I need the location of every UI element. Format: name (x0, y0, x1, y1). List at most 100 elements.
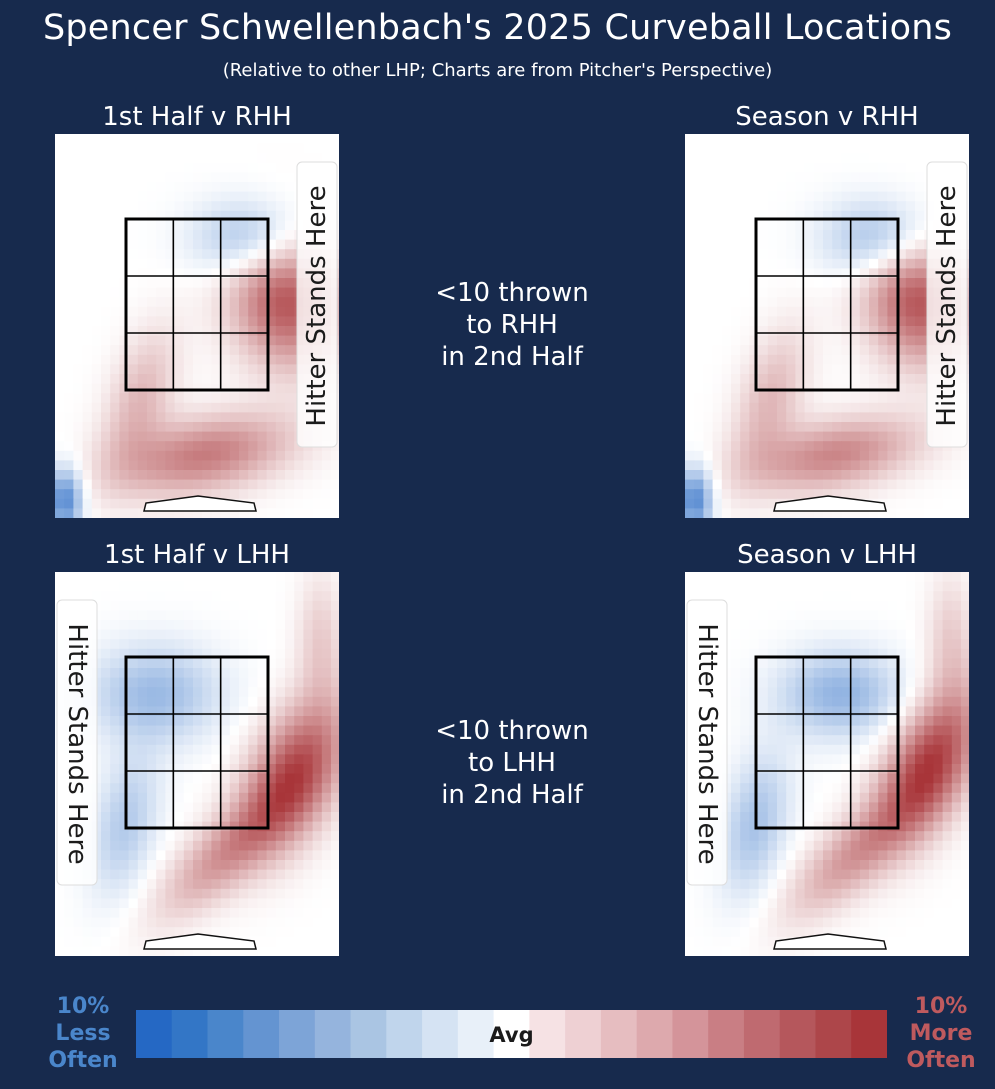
heatmap-cell (220, 888, 231, 899)
heatmap-cell (110, 572, 120, 583)
heatmap-cell (869, 220, 879, 231)
heatmap-cell (202, 677, 212, 688)
heatmap-cell (878, 591, 888, 602)
heatmap-cell (248, 479, 258, 490)
heatmap-cell (312, 143, 323, 154)
heatmap-cell (229, 460, 240, 471)
heatmap-cell (869, 335, 879, 346)
heatmap-cell (294, 134, 304, 145)
heatmap-cell (174, 268, 185, 279)
heatmap-cell (312, 687, 323, 698)
heatmap-cell (248, 572, 258, 583)
heatmap-cell (147, 402, 157, 413)
heatmap-cell (91, 172, 102, 183)
heatmap-cell (321, 460, 332, 471)
heatmap-cell (183, 908, 194, 919)
heatmap-cell (165, 648, 176, 659)
heatmap-cell (266, 249, 277, 260)
heatmap-cell (266, 620, 277, 631)
heatmap-cell (294, 470, 304, 481)
heatmap-cell (915, 134, 925, 145)
heatmap-cell (841, 364, 852, 375)
heatmap-cell (183, 402, 194, 413)
heatmap-cell (257, 393, 268, 404)
heatmap-cell (859, 345, 870, 356)
heatmap-cell (128, 316, 139, 327)
heatmap-cell (257, 706, 268, 717)
heatmap-cell (712, 220, 723, 231)
heatmap-cell (942, 908, 953, 919)
heatmap-cell (82, 460, 93, 471)
heatmap-cell (220, 687, 231, 698)
heatmap-cell (248, 869, 258, 880)
heatmap-cell (110, 326, 120, 337)
heatmap-cell (933, 600, 944, 611)
heatmap-cell (174, 927, 185, 938)
heatmap-cell (101, 908, 111, 919)
heatmap-cell (740, 725, 750, 736)
heatmap-cell (859, 610, 870, 621)
heatmap-cell (331, 620, 339, 631)
heatmap-cell (832, 879, 842, 890)
heatmap-cell (137, 182, 148, 193)
heatmap-cell (694, 316, 704, 327)
heatmap-cell (285, 706, 295, 717)
heatmap-cell (202, 489, 212, 500)
heatmap-cell (915, 658, 925, 669)
heatmap-cell (749, 345, 760, 356)
heatmap-cell (275, 441, 286, 452)
heatmap-cell (266, 581, 277, 592)
heatmap-cell (119, 735, 130, 746)
heatmap-cell (878, 182, 888, 193)
heatmap-cell (64, 898, 74, 909)
heatmap-cell (137, 860, 148, 871)
heatmap-cell (915, 725, 925, 736)
heatmap-cell (147, 744, 157, 755)
heatmap-cell (795, 840, 806, 851)
home-plate-icon (773, 495, 887, 512)
heatmap-cell (850, 917, 861, 928)
heatmap-cell (229, 591, 240, 602)
heatmap-cell (73, 460, 84, 471)
heatmap-cell (887, 441, 898, 452)
heatmap-cell (869, 278, 879, 289)
heatmap-cell (183, 470, 194, 481)
heatmap-cell (804, 716, 815, 727)
heatmap-cell (211, 879, 222, 890)
heatmap-cell (137, 591, 148, 602)
heatmap-cell (758, 268, 769, 279)
heatmap-cell (211, 581, 222, 592)
heatmap-cell (823, 831, 833, 842)
heatmap-cell (110, 629, 120, 640)
heatmap-cell (193, 297, 203, 308)
heatmap-cell (156, 783, 166, 794)
heatmap-cell (101, 869, 111, 880)
heatmap-cell (285, 735, 295, 746)
heatmap-cell (119, 345, 130, 356)
heatmap-cell (312, 908, 323, 919)
heatmap-cell (887, 639, 898, 650)
heatmap-cell (832, 802, 842, 813)
heatmap-cell (804, 191, 815, 202)
heatmap-cell (804, 220, 815, 231)
heatmap-cell (165, 335, 176, 346)
heatmap-cell (758, 946, 769, 956)
heatmap-cell (174, 470, 185, 481)
heatmap-cell (303, 917, 314, 928)
heatmap-cell (869, 191, 879, 202)
heatmap-cell (119, 460, 130, 471)
heatmap-cell (275, 489, 286, 500)
heatmap-cell (933, 898, 944, 909)
heatmap-cells (55, 134, 339, 518)
heatmap-cell (813, 393, 824, 404)
heatmap-cell (841, 639, 852, 650)
heatmap-cell (749, 412, 760, 423)
heatmap-cell (869, 297, 879, 308)
heatmap-cell (915, 489, 925, 500)
heatmap-cell (101, 354, 111, 365)
heatmap-cell (933, 860, 944, 871)
heatmap-cell (248, 143, 258, 154)
heatmap-cell (321, 489, 332, 500)
heatmap-cell (804, 773, 815, 784)
heatmap-cell (758, 508, 769, 518)
